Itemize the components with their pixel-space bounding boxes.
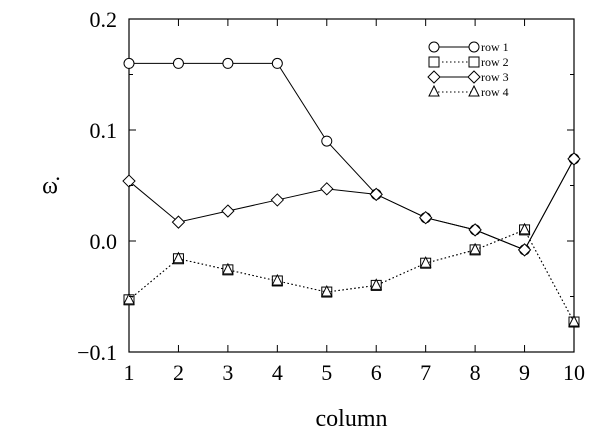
series-layer [122,57,581,328]
data-point [221,204,235,218]
x-tick-label: 10 [563,360,585,385]
data-point [418,210,433,225]
ticks-layer: 1 2 3 4 5 6 7 8 9 10 0.2 0.1 0.0 −0.1 [77,7,585,385]
legend-item: row 4 [428,84,509,99]
x-tick-label: 7 [420,360,431,385]
series-row-2 [123,224,580,328]
x-tick-label: 9 [519,360,530,385]
data-point [320,182,334,196]
data-point [123,57,135,69]
x-axis-label: column [316,406,388,432]
legend-marker [467,70,481,84]
series-row-4 [123,222,580,327]
y-tick-label: 0.0 [90,229,118,254]
legend-marker [428,56,440,68]
legend-marker [468,56,480,68]
data-point [568,314,580,327]
legend-marker [468,41,480,53]
legend-marker [428,84,440,97]
data-point [321,135,333,147]
legend-label: row 3 [481,70,509,84]
x-tick-label: 6 [371,360,382,385]
data-point [172,251,185,264]
series-row-3 [122,152,581,257]
series-row-1 [123,57,580,256]
data-point [567,152,581,166]
legend-label: row 1 [481,40,509,54]
data-point [370,278,383,290]
y-axis-label: ω̇ [42,174,60,200]
legend-item: row 1 [428,40,509,54]
legend-label: row 4 [481,85,509,99]
x-tick-label: 1 [124,360,135,385]
series-line [128,229,575,323]
data-point [518,222,531,235]
y-tick-label: 0.2 [90,7,118,32]
y-tick-label: 0.1 [90,118,118,143]
legend-label: row 2 [481,55,509,69]
data-point [172,57,184,69]
data-point [320,284,333,297]
data-point [271,57,283,69]
legend-marker [428,41,440,53]
data-point [271,273,284,286]
data-point [369,187,383,202]
legend-marker [468,84,480,97]
x-tick-label: 8 [470,360,481,385]
series-line [128,229,575,323]
x-tick-label: 3 [222,360,233,385]
data-point [468,223,482,237]
data-point [171,215,186,229]
series-line [128,158,575,251]
data-point [122,174,136,188]
data-point [469,242,481,255]
x-tick-label: 2 [173,360,184,385]
legend-item: row 2 [428,55,509,69]
legend-marker [427,70,441,84]
data-point [517,243,532,257]
data-point [222,57,234,69]
legend-item: row 3 [427,70,509,84]
data-point [270,193,285,207]
x-tick-label: 5 [321,360,332,385]
x-tick-label: 4 [272,360,283,385]
data-point [222,262,234,275]
y-tick-label: −0.1 [77,340,117,365]
data-point [419,256,432,268]
data-point [123,292,135,305]
